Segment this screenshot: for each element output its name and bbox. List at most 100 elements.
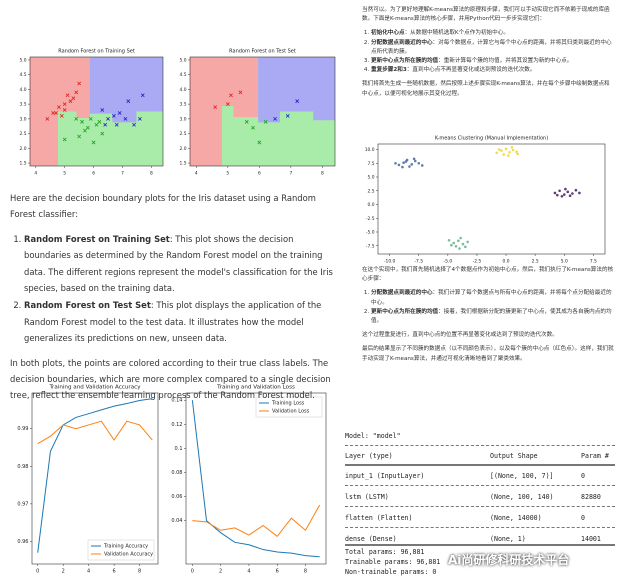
point <box>420 164 424 167</box>
x-tick-label: 0.0 <box>503 259 510 265</box>
point <box>251 125 255 130</box>
legend-label: Training Loss <box>271 401 305 407</box>
y-tick-label: 3.5 <box>20 102 27 108</box>
kmeans-text-top: 当然可以。为了更好地理解K-means算法的原理和步骤，我们可以手动实现它而不依… <box>362 6 614 104</box>
summary-cell: lstm (LSTM) <box>345 493 389 501</box>
x-tick-label: 8 <box>150 171 153 177</box>
point <box>450 243 453 247</box>
summary-cell: 0 <box>581 472 585 480</box>
point <box>555 193 559 197</box>
step-list: 分配数据点到最近的中心：我们计算了每个数据点与所有中心点的距离，并将每个点分配给… <box>362 289 614 326</box>
plot-frame <box>29 56 164 167</box>
summary-separator <box>345 506 615 507</box>
point <box>213 105 218 109</box>
point <box>566 190 570 194</box>
point <box>464 245 467 249</box>
plot-frame <box>185 392 327 565</box>
point <box>83 128 87 133</box>
x-tick-label: 5 <box>63 171 66 177</box>
summary-cell: dense (Dense) <box>345 535 397 543</box>
item-text: ：接着，我们根据新分配的簇更新了中心点，使其成为各自簇内点的均值。 <box>371 308 612 325</box>
point <box>85 125 90 130</box>
legend-box <box>87 539 155 561</box>
x-tick-label: 8 <box>321 171 324 177</box>
y-tick-label: 4.5 <box>20 72 27 78</box>
list-item: 更新中心点为所在簇的均值：接着，我们根据新分配的簇更新了中心点，使其成为各自簇内… <box>371 308 614 326</box>
y-tick-label: 2.5 <box>180 131 187 137</box>
paragraph: Here are the decision boundary plots for… <box>10 193 316 220</box>
paragraph: 在这个实现中，我们首先随机选择了4个数据点作为初始中心点。然后，我们执行了K-m… <box>362 267 614 283</box>
y-tick-label: 0.14 <box>171 398 182 404</box>
y-tick-label: 5.0 <box>368 175 375 181</box>
point <box>401 165 404 169</box>
point <box>571 192 574 195</box>
list-item: 重复步骤2和3：直到中心点不再显著变化或达到预设的迭代次数。 <box>371 66 614 75</box>
item-label: Random Forest on Test Set <box>24 300 151 311</box>
plot-frame <box>31 392 159 565</box>
point <box>65 93 70 98</box>
y-tick-label: 1.5 <box>180 161 187 167</box>
paragraph: 我们将首先生成一些随机数据，然后按照上述步骤实现K-means算法，并在每个步骤… <box>362 81 610 97</box>
y-tick-label: 10.0 <box>365 147 375 153</box>
region <box>258 57 335 123</box>
x-tick-label: 2 <box>62 569 65 575</box>
y-tick-label: 0.12 <box>171 422 182 428</box>
y-tick-label: 0.97 <box>17 501 28 507</box>
point <box>500 149 503 152</box>
x-tick-label: 4 <box>34 171 37 177</box>
region <box>190 57 259 166</box>
legend-box <box>255 396 323 418</box>
item-text: ：直到中心点不再显著变化或达到预设的迭代次数。 <box>406 67 536 74</box>
point <box>459 236 462 240</box>
summary-title: Model: "model" <box>345 432 401 440</box>
point <box>510 146 514 149</box>
y-tick-label: 0.96 <box>17 539 28 545</box>
step-list: 初始化中心点：从数据中随机选取K个点作为初始中心。分配数据点到最近的中心：对每个… <box>362 29 614 75</box>
y-tick-label: 2.5 <box>368 188 375 194</box>
x-tick-label: -2.5 <box>473 259 482 265</box>
point <box>225 102 230 107</box>
y-tick-label: 5.0 <box>180 57 187 63</box>
x-tick-label: 0 <box>191 569 194 575</box>
x-tick-label: 4 <box>247 569 250 575</box>
y-tick-label: 0.06 <box>171 494 182 500</box>
summary-total: Total params: 96,881 <box>345 548 425 556</box>
point <box>458 247 461 250</box>
y-tick-label: 3.5 <box>180 102 187 108</box>
point <box>238 90 243 95</box>
summary-separator <box>345 485 615 486</box>
plot-frame <box>189 56 336 167</box>
point <box>62 108 67 112</box>
region <box>89 57 163 123</box>
y-tick-label: 5.0 <box>20 57 27 63</box>
explanation: Here are the decision boundary plots for… <box>10 190 342 412</box>
legend-label: Training Accuracy <box>103 544 148 550</box>
list-item: 更新中心点为所在簇的均值：重新计算每个簇的均值，并将其设置为新的中心点。 <box>371 57 614 66</box>
line-series <box>192 504 321 538</box>
x-tick-label: 7 <box>121 171 124 177</box>
point <box>137 116 142 121</box>
list-item: Random Forest on Training Set: This plot… <box>24 231 342 297</box>
x-tick-label: -5.0 <box>444 259 453 265</box>
point <box>394 161 397 165</box>
point <box>244 119 249 124</box>
y-tick-label: -5.0 <box>366 230 375 236</box>
legend-label: Validation Accuracy <box>104 552 153 558</box>
point <box>560 194 564 198</box>
y-tick-label: 0.98 <box>17 464 28 470</box>
x-tick-label: 5 <box>226 171 229 177</box>
list-item: Random Forest on Test Set: This plot dis… <box>24 297 342 346</box>
chart-title: Training and Validation Loss <box>216 385 295 391</box>
point <box>562 193 566 196</box>
summary-separator <box>345 445 615 446</box>
y-tick-label: 2.0 <box>20 146 27 152</box>
y-tick-label: 1.5 <box>20 161 27 167</box>
point <box>103 122 108 127</box>
point <box>495 151 499 155</box>
x-tick-label: 2.5 <box>532 259 539 265</box>
item-label: 分配数据点到最近的中心 <box>371 290 433 297</box>
x-tick-label: -7.5 <box>414 259 423 265</box>
y-tick-label: 0.1 <box>175 446 183 452</box>
x-tick-label: 4 <box>195 171 198 177</box>
